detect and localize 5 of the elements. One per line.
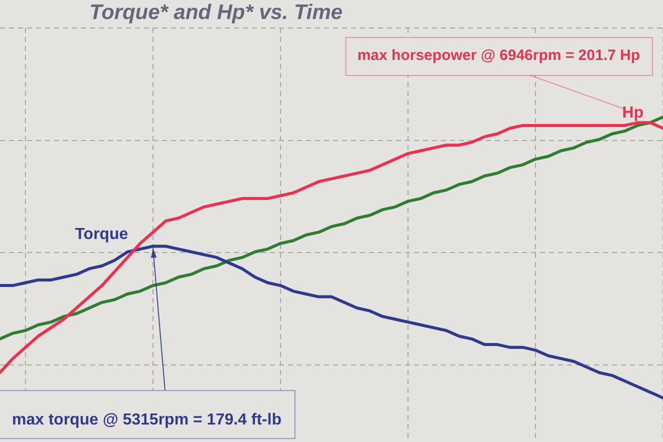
text: max horsepower @ 6946rpm = 201.7 Hp — [357, 47, 640, 64]
series-label: Torque — [74, 226, 128, 244]
chart-title: Torque* and Hp* vs. Time — [89, 1, 343, 24]
text: max torque @ 5315rpm = 179.4 ft-lb — [12, 411, 282, 428]
series-label: Hp — [622, 104, 644, 122]
